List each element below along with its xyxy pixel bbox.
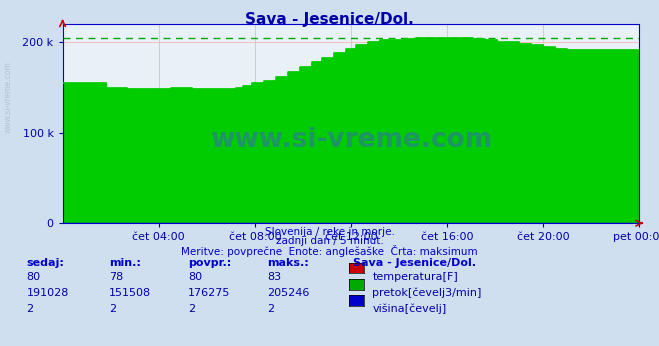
Text: 205246: 205246 [267,288,309,298]
Text: Sava - Jesenice/Dol.: Sava - Jesenice/Dol. [245,12,414,27]
Text: povpr.:: povpr.: [188,258,231,268]
Text: 78: 78 [109,272,123,282]
Text: zadnji dan / 5 minut.: zadnji dan / 5 minut. [275,236,384,246]
Text: 83: 83 [267,272,281,282]
Text: 2: 2 [188,304,195,314]
Text: maks.:: maks.: [267,258,308,268]
Text: 151508: 151508 [109,288,151,298]
Text: min.:: min.: [109,258,140,268]
Text: 2: 2 [109,304,116,314]
Text: Slovenija / reke in morje.: Slovenija / reke in morje. [264,227,395,237]
Text: Meritve: povprečne  Enote: anglešaške  Črta: maksimum: Meritve: povprečne Enote: anglešaške Črt… [181,245,478,257]
Text: 191028: 191028 [26,288,69,298]
Text: 80: 80 [26,272,40,282]
Text: Sava - Jesenice/Dol.: Sava - Jesenice/Dol. [353,258,476,268]
Text: višina[čevelj]: višina[čevelj] [372,304,447,314]
Text: 2: 2 [267,304,274,314]
Text: 2: 2 [26,304,34,314]
Text: 80: 80 [188,272,202,282]
Text: sedaj:: sedaj: [26,258,64,268]
Text: www.si-vreme.com: www.si-vreme.com [210,127,492,153]
Text: pretok[čevelj3/min]: pretok[čevelj3/min] [372,288,482,298]
Text: temperatura[F]: temperatura[F] [372,272,458,282]
Text: www.si-vreme.com: www.si-vreme.com [3,61,13,133]
Text: 176275: 176275 [188,288,230,298]
